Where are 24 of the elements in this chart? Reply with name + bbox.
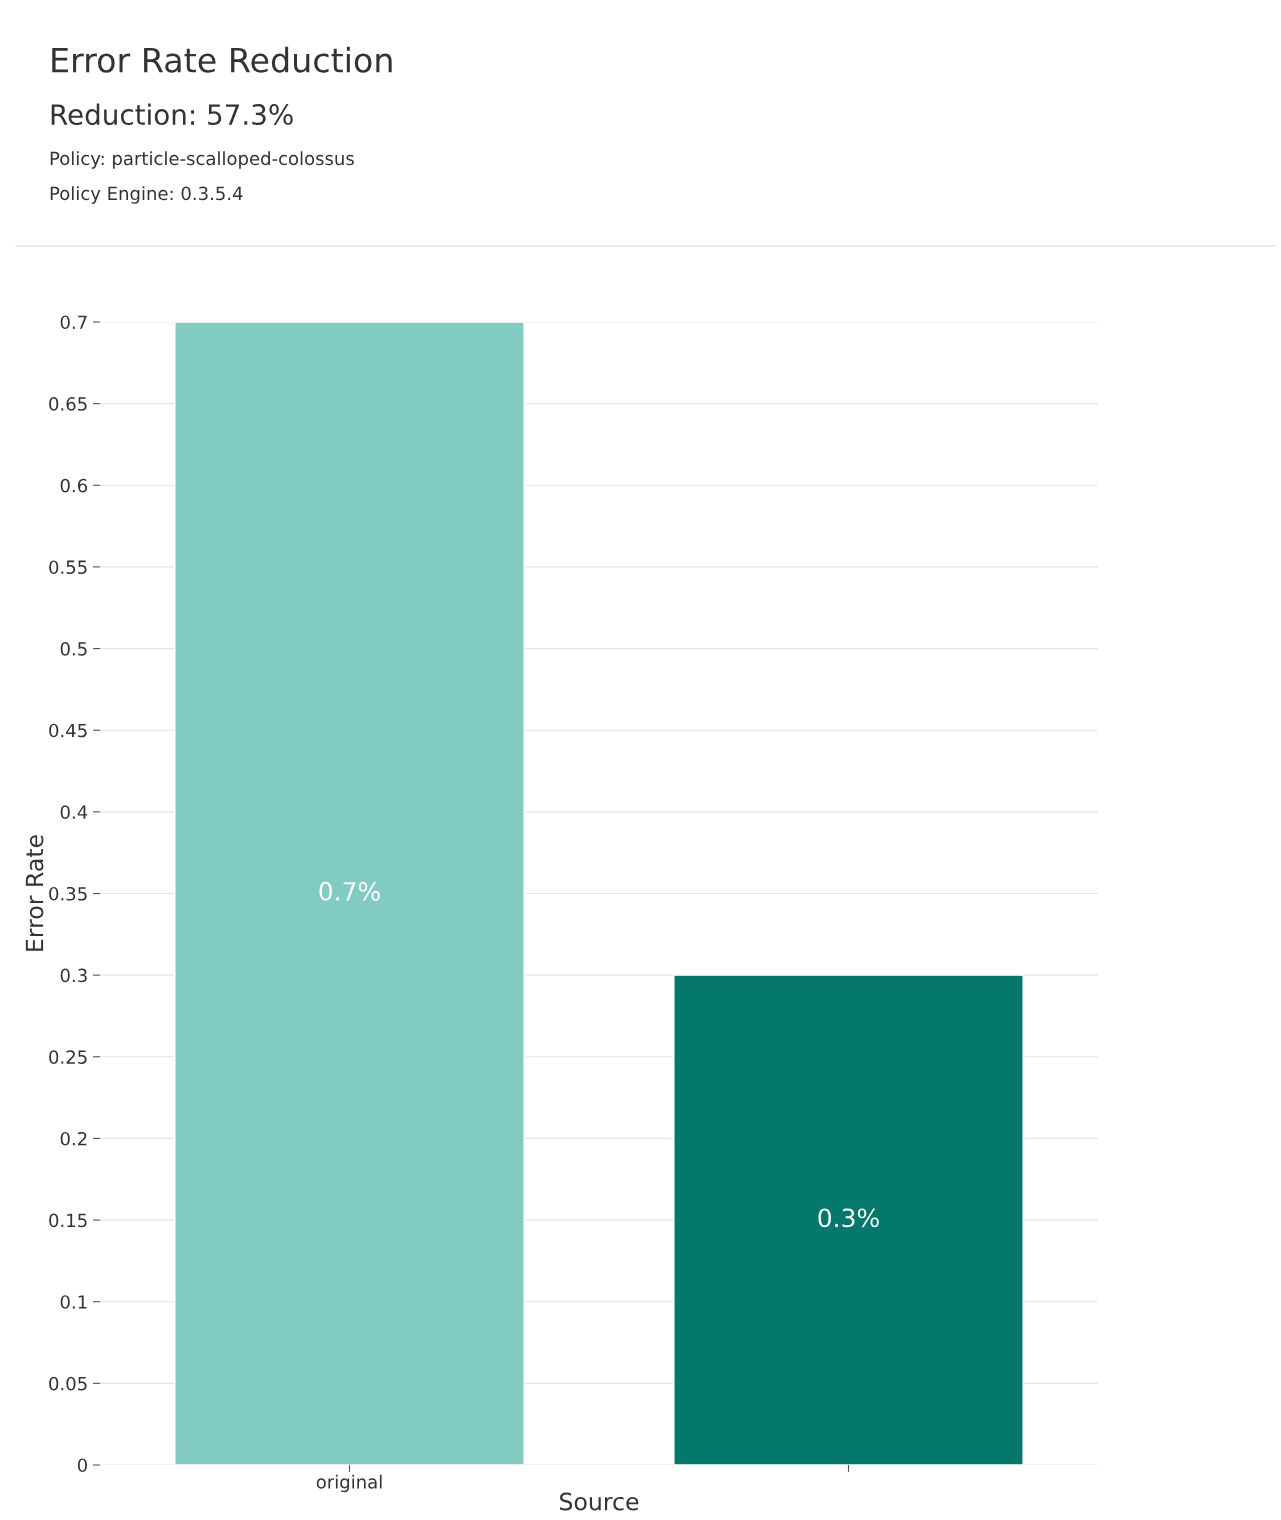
y-tick-label: 0.5 — [60, 642, 87, 656]
x-tick-label: original — [316, 1474, 382, 1493]
chart-subtitle: Reduction: 57.3% — [51, 103, 293, 126]
y-axis-title: Error Rate — [25, 835, 44, 951]
y-tick-label: 0.45 — [49, 723, 87, 738]
data-label: 0.3% — [818, 1208, 879, 1228]
text: Policy Engine: 0.3.5.4 — [50, 186, 243, 204]
y-tick-label: 0.25 — [49, 1050, 87, 1064]
y-tick-label: 0.6 — [60, 478, 88, 493]
y-tick-label: 0.2 — [60, 1131, 87, 1146]
text: Policy: particle-scalloped-colossus — [50, 151, 354, 169]
y-tick-label: 0.35 — [49, 886, 87, 901]
y-tick-label: 0.3 — [60, 968, 87, 983]
y-tick-label: 0.05 — [49, 1376, 87, 1391]
y-tick-label: 0.65 — [49, 397, 87, 411]
y-tick-label: 0.7 — [60, 315, 87, 330]
y-tick-label: 0.4 — [60, 805, 88, 819]
y-tick-label: 0.1 — [60, 1295, 87, 1309]
x-axis-title: Source — [560, 1492, 639, 1511]
data-label: 0.7% — [319, 881, 380, 901]
y-tick-label: 0.55 — [49, 560, 87, 575]
chart-title: Error Rate Reduction — [52, 46, 392, 73]
y-tick-label: 0 — [77, 1458, 87, 1473]
y-tick-label: 0.15 — [49, 1213, 87, 1228]
